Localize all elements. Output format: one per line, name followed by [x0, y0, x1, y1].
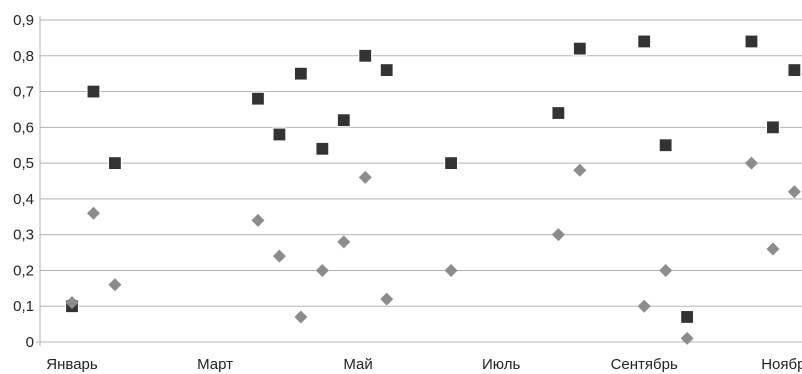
gridlines	[40, 19, 802, 307]
diamond-point	[380, 292, 394, 306]
diamond-point	[551, 228, 565, 242]
square-point	[658, 138, 673, 153]
square-point	[572, 41, 587, 56]
x-tick-label: Январь	[46, 356, 98, 373]
x-tick-label: Сентябрь	[611, 356, 678, 373]
y-tick-label: 0,4	[13, 191, 34, 208]
x-tick-labels: Январь Март Май Июль Сентябрь Ноябрь	[46, 356, 802, 373]
y-tick-label: 0	[26, 334, 34, 351]
square-point	[336, 113, 351, 128]
y-tick-label: 0,1	[13, 298, 34, 315]
diamond-point	[659, 263, 673, 277]
square-point	[680, 309, 695, 325]
diamond-point	[358, 170, 372, 184]
y-tick-label: 0,3	[13, 227, 34, 244]
diamond-point	[251, 213, 265, 227]
diamond-point	[294, 310, 308, 324]
diamond-point	[787, 185, 801, 199]
diamond-point	[766, 242, 780, 256]
diamond-point	[444, 263, 458, 277]
square-point	[358, 48, 373, 63]
square-point	[315, 141, 330, 156]
square-point	[272, 127, 287, 142]
x-tick-label: Май	[343, 356, 372, 373]
diamond-point	[65, 296, 79, 310]
diamond-point	[637, 299, 651, 313]
square-point	[443, 156, 459, 171]
square-point	[787, 62, 802, 78]
y-tick-label: 0,6	[13, 119, 34, 136]
y-tick-label: 0,8	[13, 48, 34, 65]
x-tick-label: Июль	[482, 356, 520, 373]
axes	[36, 16, 802, 346]
y-tick-labels: 0 0,1 0,2 0,3 0,4 0,5 0,6 0,7 0,8 0,9	[13, 12, 34, 351]
diamond-point	[86, 206, 100, 220]
data-points	[64, 34, 802, 345]
y-tick-label: 0,2	[13, 262, 34, 279]
square-point	[293, 66, 308, 81]
diamond-point	[272, 249, 286, 263]
x-tick-label: Ноябрь	[761, 356, 802, 373]
y-tick-label: 0,9	[13, 12, 34, 29]
diamond-point	[573, 163, 587, 177]
square-point	[637, 34, 652, 49]
square-point	[250, 91, 266, 106]
y-tick-label: 0,5	[13, 155, 34, 172]
diamond-point	[315, 263, 329, 277]
diamond-point	[680, 331, 694, 345]
square-point	[551, 105, 566, 121]
square-point	[379, 62, 394, 78]
square-point	[107, 156, 123, 171]
square-point	[765, 120, 781, 135]
diamond-point	[337, 235, 351, 249]
square-point	[744, 34, 759, 49]
diamond-point	[108, 278, 122, 292]
y-tick-label: 0,7	[13, 84, 34, 101]
x-tick-label: Март	[197, 356, 233, 373]
diamond-point	[744, 156, 758, 170]
square-point	[86, 84, 101, 99]
